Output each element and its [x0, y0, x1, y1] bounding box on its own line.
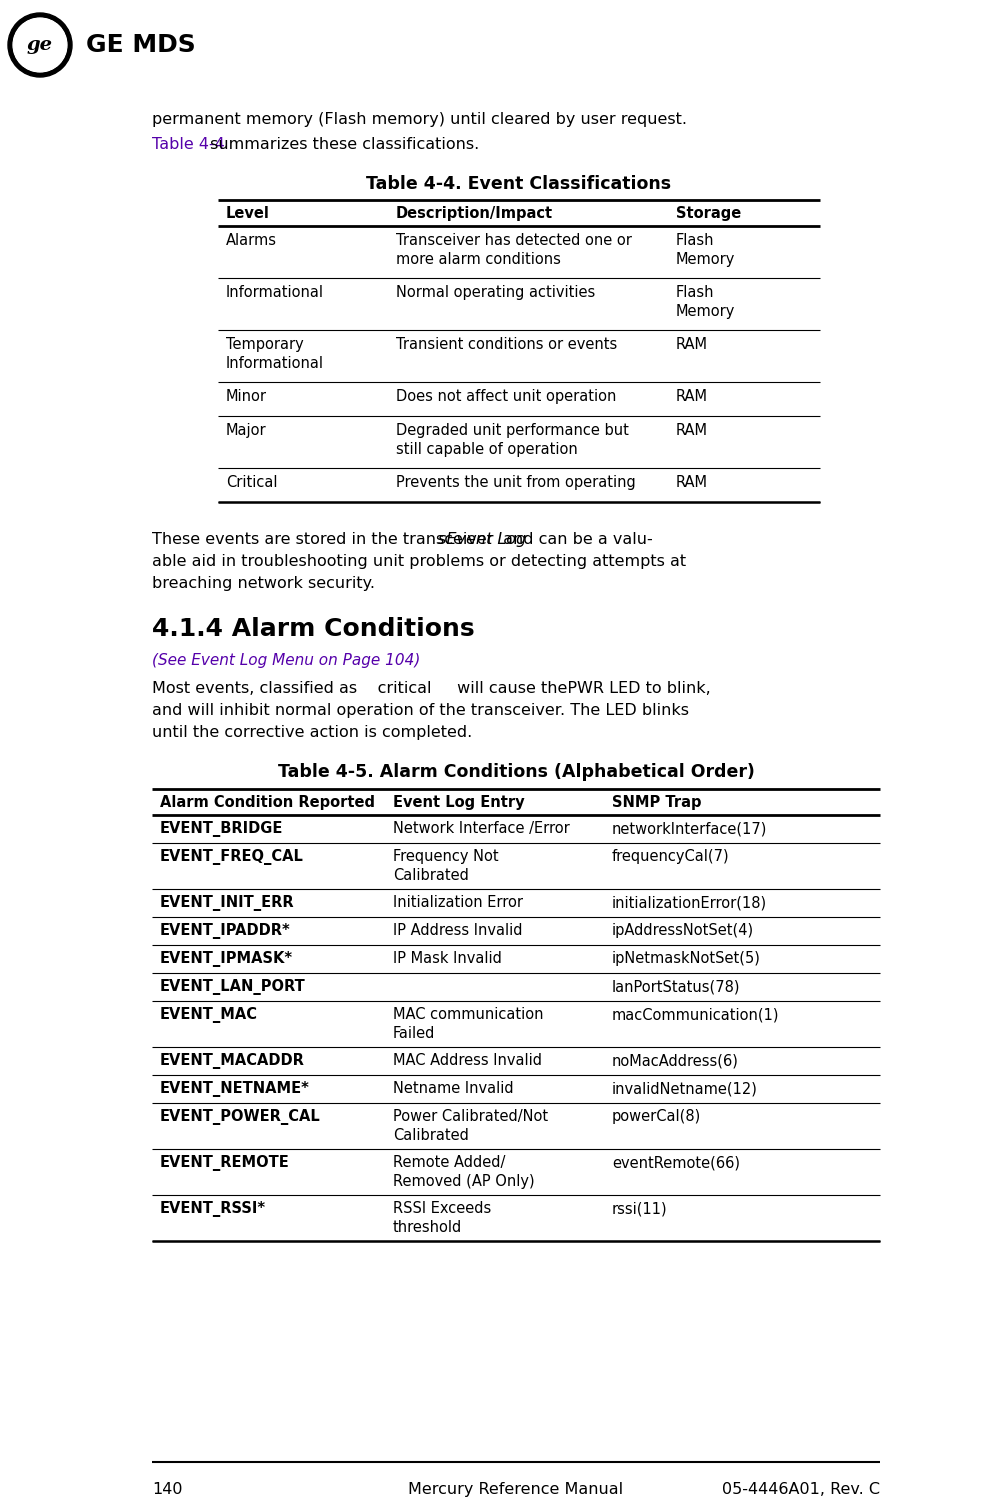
Text: EVENT_POWER_CAL: EVENT_POWER_CAL	[160, 1109, 321, 1126]
Text: MAC communication
Failed: MAC communication Failed	[393, 1007, 543, 1040]
Circle shape	[8, 14, 72, 77]
Text: Alarms: Alarms	[226, 233, 277, 248]
Text: Frequency Not
Calibrated: Frequency Not Calibrated	[393, 850, 499, 883]
Text: Critical: Critical	[226, 474, 277, 489]
Text: Most events, classified as    critical     will cause the⁠PWR LED to blink,: Most events, classified as critical will…	[152, 681, 711, 696]
Text: Description/Impact: Description/Impact	[396, 206, 553, 221]
Text: Alarm Condition Reported: Alarm Condition Reported	[160, 796, 375, 811]
Text: EVENT_INIT_ERR: EVENT_INIT_ERR	[160, 895, 294, 911]
Text: Storage: Storage	[676, 206, 741, 221]
Text: EVENT_LAN_PORT: EVENT_LAN_PORT	[160, 979, 305, 995]
Text: eventRemote(66): eventRemote(66)	[612, 1154, 740, 1169]
Text: Does not affect unit operation: Does not affect unit operation	[396, 389, 616, 404]
Text: Major: Major	[226, 423, 267, 438]
Text: (See Event Log Menu on Page 104): (See Event Log Menu on Page 104)	[152, 653, 420, 668]
Text: and can be a valu-: and can be a valu-	[498, 531, 652, 546]
Text: EVENT_IPADDR*: EVENT_IPADDR*	[160, 923, 290, 940]
Text: ipAddressNotSet(4): ipAddressNotSet(4)	[612, 923, 754, 938]
Text: Flash
Memory: Flash Memory	[676, 233, 736, 267]
Text: EVENT_NETNAME*: EVENT_NETNAME*	[160, 1081, 309, 1097]
Text: These events are stored in the transceiver: These events are stored in the transceiv…	[152, 531, 509, 546]
Text: ge: ge	[27, 36, 53, 54]
Text: until the corrective action is completed.: until the corrective action is completed…	[152, 725, 473, 740]
Text: RAM: RAM	[676, 389, 708, 404]
Text: and will inhibit normal operation of the transceiver. The LED blinks: and will inhibit normal operation of the…	[152, 702, 689, 717]
Text: frequencyCal(7): frequencyCal(7)	[612, 850, 730, 865]
Text: EVENT_IPMASK*: EVENT_IPMASK*	[160, 952, 293, 967]
Circle shape	[16, 21, 64, 69]
Text: Degraded unit performance but
still capable of operation: Degraded unit performance but still capa…	[396, 423, 629, 458]
Text: RAM: RAM	[676, 338, 708, 353]
Text: 4.1.4 Alarm Conditions: 4.1.4 Alarm Conditions	[152, 617, 475, 641]
Text: noMacAddress(6): noMacAddress(6)	[612, 1054, 739, 1069]
Text: summarizes these classifications.: summarizes these classifications.	[205, 137, 479, 152]
Text: ipNetmaskNotSet(5): ipNetmaskNotSet(5)	[612, 952, 761, 967]
Text: Table 4-4. Event Classifications: Table 4-4. Event Classifications	[367, 176, 671, 194]
Text: GE MDS: GE MDS	[86, 33, 196, 57]
Text: Temporary
Informational: Temporary Informational	[226, 338, 324, 371]
Text: Table 4-4: Table 4-4	[152, 137, 225, 152]
Text: EVENT_FREQ_CAL: EVENT_FREQ_CAL	[160, 850, 303, 865]
Text: networkInterface(17): networkInterface(17)	[612, 821, 767, 836]
Text: EVENT_MAC: EVENT_MAC	[160, 1007, 258, 1024]
Text: Remote Added/
Removed (AP Only): Remote Added/ Removed (AP Only)	[393, 1154, 534, 1189]
Text: Table 4-5. Alarm Conditions (Alphabetical Order): Table 4-5. Alarm Conditions (Alphabetica…	[277, 763, 754, 781]
Text: Normal operating activities: Normal operating activities	[396, 285, 596, 300]
Text: MAC Address Invalid: MAC Address Invalid	[393, 1054, 542, 1069]
Text: breaching network security.: breaching network security.	[152, 576, 375, 591]
Text: Transient conditions or events: Transient conditions or events	[396, 338, 617, 353]
Text: RAM: RAM	[676, 474, 708, 489]
Text: powerCal(8): powerCal(8)	[612, 1109, 702, 1124]
Text: IP Address Invalid: IP Address Invalid	[393, 923, 522, 938]
Text: invalidNetname(12): invalidNetname(12)	[612, 1081, 758, 1096]
Text: Network Interface /Error: Network Interface /Error	[393, 821, 570, 836]
Text: lanPortStatus(78): lanPortStatus(78)	[612, 979, 741, 994]
Text: EVENT_REMOTE: EVENT_REMOTE	[160, 1154, 289, 1171]
Text: Level: Level	[226, 206, 270, 221]
Text: sEvent Log: sEvent Log	[437, 531, 526, 546]
Text: Transceiver has detected one or
more alarm conditions: Transceiver has detected one or more ala…	[396, 233, 632, 267]
Text: 05-4446A01, Rev. C: 05-4446A01, Rev. C	[722, 1481, 880, 1496]
Text: Initialization Error: Initialization Error	[393, 895, 523, 910]
Text: EVENT_BRIDGE: EVENT_BRIDGE	[160, 821, 283, 838]
Text: RSSI Exceeds
threshold: RSSI Exceeds threshold	[393, 1201, 491, 1235]
Text: Prevents the unit from operating: Prevents the unit from operating	[396, 474, 636, 489]
Text: Netname Invalid: Netname Invalid	[393, 1081, 514, 1096]
Text: Minor: Minor	[226, 389, 267, 404]
Text: able aid in troubleshooting unit problems or detecting attempts at: able aid in troubleshooting unit problem…	[152, 554, 686, 569]
Text: RAM: RAM	[676, 423, 708, 438]
Circle shape	[13, 18, 67, 72]
Text: EVENT_MACADDR: EVENT_MACADDR	[160, 1054, 304, 1069]
Text: Flash
Memory: Flash Memory	[676, 285, 736, 320]
Text: Mercury Reference Manual: Mercury Reference Manual	[408, 1481, 624, 1496]
Text: 140: 140	[152, 1481, 182, 1496]
Text: Informational: Informational	[226, 285, 324, 300]
Text: Event Log Entry: Event Log Entry	[393, 796, 524, 811]
Text: initializationError(18): initializationError(18)	[612, 895, 767, 910]
Text: macCommunication(1): macCommunication(1)	[612, 1007, 779, 1022]
Text: IP Mask Invalid: IP Mask Invalid	[393, 952, 502, 967]
Text: EVENT_RSSI*: EVENT_RSSI*	[160, 1201, 266, 1217]
Text: permanent memory (Flash memory) until cleared by user request.: permanent memory (Flash memory) until cl…	[152, 113, 687, 128]
Text: rssi(11): rssi(11)	[612, 1201, 667, 1216]
Text: Power Calibrated/Not
Calibrated: Power Calibrated/Not Calibrated	[393, 1109, 548, 1142]
Text: SNMP Trap: SNMP Trap	[612, 796, 702, 811]
